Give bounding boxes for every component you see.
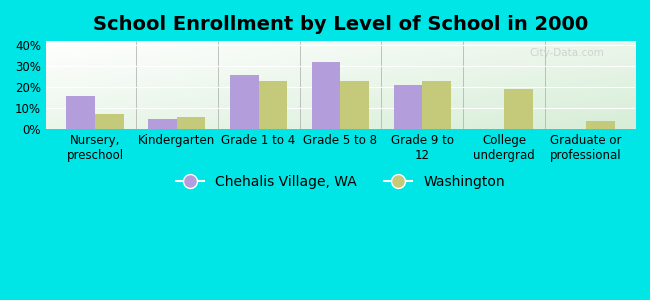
- Bar: [394, 85, 422, 129]
- Bar: [66, 96, 95, 129]
- Bar: [95, 115, 124, 129]
- Bar: [312, 62, 341, 129]
- Bar: [504, 89, 533, 129]
- Bar: [341, 81, 369, 129]
- Bar: [586, 121, 614, 129]
- Bar: [230, 75, 259, 129]
- Bar: [259, 81, 287, 129]
- Text: City-Data.com: City-Data.com: [529, 48, 604, 58]
- Bar: [422, 81, 451, 129]
- Bar: [177, 117, 205, 129]
- Legend: Chehalis Village, WA, Washington: Chehalis Village, WA, Washington: [170, 169, 510, 195]
- Title: School Enrollment by Level of School in 2000: School Enrollment by Level of School in …: [93, 15, 588, 34]
- Bar: [148, 119, 177, 129]
